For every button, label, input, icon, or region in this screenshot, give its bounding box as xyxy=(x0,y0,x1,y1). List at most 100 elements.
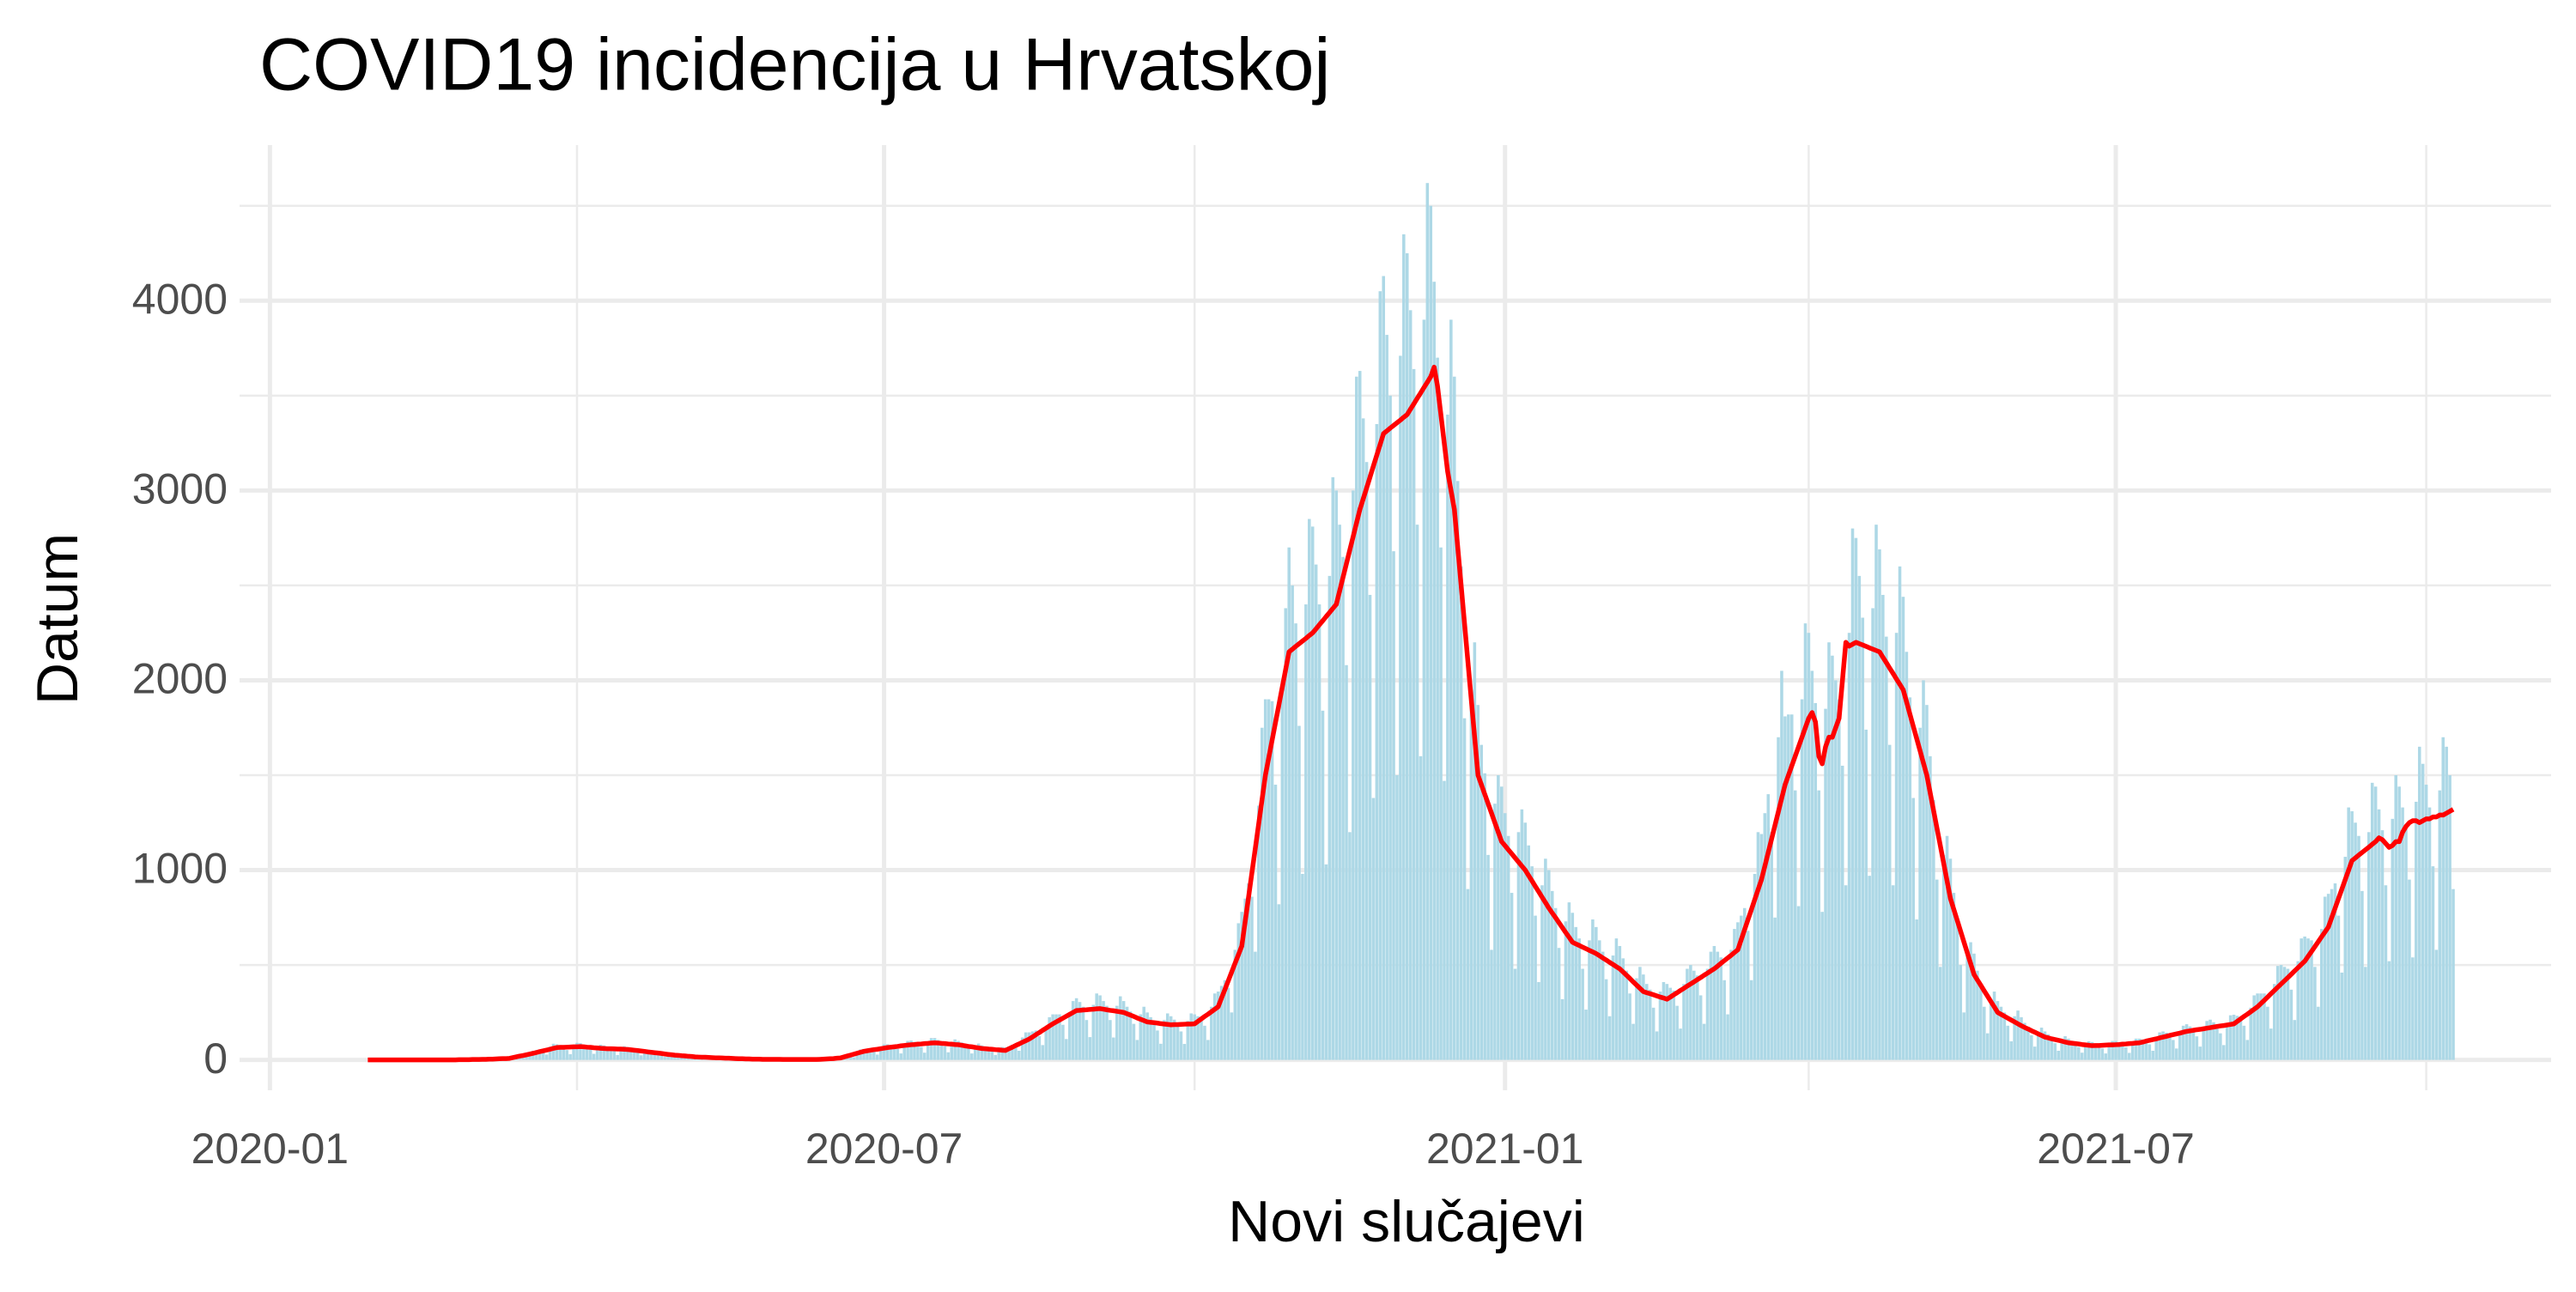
bar xyxy=(2300,938,2303,1059)
bar xyxy=(2364,967,2367,1059)
bar xyxy=(1713,946,1716,1060)
bar xyxy=(1719,957,1722,1059)
bar xyxy=(1885,637,1888,1060)
bar xyxy=(1446,415,1449,1060)
bar xyxy=(1142,1007,1145,1060)
bar xyxy=(1777,737,1780,1060)
bar xyxy=(1089,1037,1092,1060)
bar xyxy=(1841,766,1844,1060)
bar xyxy=(2199,1046,2202,1059)
bar xyxy=(1453,377,1456,1060)
bar xyxy=(1236,923,1240,1059)
bars xyxy=(454,183,2455,1059)
bar xyxy=(1227,988,1230,1060)
bar xyxy=(1098,995,1102,1059)
bar xyxy=(2287,969,2290,1060)
bar xyxy=(2341,973,2344,1060)
x-tick-label: 2020-01 xyxy=(191,1125,349,1173)
bar xyxy=(1662,982,1666,1060)
bar xyxy=(1419,756,1423,1060)
bar xyxy=(1413,369,1416,1060)
bar xyxy=(1601,952,1605,1060)
bar xyxy=(565,1050,568,1059)
bar xyxy=(1757,832,1760,1059)
x-axis-label: Novi slučajevi xyxy=(1228,1189,1585,1254)
bar xyxy=(2432,866,2435,1060)
bar xyxy=(2293,1020,2297,1059)
bar xyxy=(2196,1036,2199,1059)
bar xyxy=(2381,830,2385,1060)
bar xyxy=(1189,1013,1193,1059)
bar xyxy=(2252,995,2256,1059)
bar xyxy=(1625,971,1628,1060)
bar xyxy=(2313,967,2317,1059)
bar xyxy=(1038,1036,1042,1060)
bar xyxy=(2394,775,2397,1060)
bar xyxy=(1426,183,1430,1059)
bar xyxy=(1362,418,1365,1059)
bar xyxy=(1460,567,1463,1060)
bar xyxy=(1206,1040,1210,1059)
bar xyxy=(1524,822,1528,1059)
bar xyxy=(1119,997,1122,1060)
bar xyxy=(1605,980,1608,1060)
bar xyxy=(2324,896,2327,1059)
bar xyxy=(1540,885,1544,1059)
bar xyxy=(1656,1031,1659,1059)
bar xyxy=(1807,633,1811,1059)
bar xyxy=(1935,880,1939,1060)
y-axis-label: Datum xyxy=(25,533,90,705)
bar xyxy=(1635,979,1638,1060)
bar xyxy=(1176,1022,1180,1059)
bar xyxy=(1345,665,1348,1060)
bar xyxy=(876,1054,879,1059)
bar xyxy=(2219,1034,2222,1060)
bar xyxy=(1470,690,1473,1060)
bar xyxy=(1571,913,1575,1059)
bar xyxy=(2411,957,2415,1059)
bar xyxy=(1831,656,1834,1060)
bar xyxy=(1042,1045,1045,1059)
bar xyxy=(1024,1033,1028,1060)
bar xyxy=(1649,990,1652,1060)
bar xyxy=(1018,1051,1021,1060)
bar xyxy=(1534,916,1537,1060)
bar xyxy=(2246,1040,2250,1059)
bar xyxy=(1423,319,1426,1059)
bar xyxy=(1888,745,1892,1060)
bar xyxy=(1325,864,1328,1060)
bar xyxy=(2276,966,2280,1059)
bar xyxy=(2030,1035,2033,1060)
bar xyxy=(1722,980,1726,1060)
bar xyxy=(1608,1016,1612,1060)
bar xyxy=(2415,802,2418,1060)
bar xyxy=(1628,993,1631,1059)
bar xyxy=(1406,253,1409,1060)
bar xyxy=(1328,576,1332,1060)
bar xyxy=(2296,961,2300,1060)
bar xyxy=(1112,1038,1115,1060)
bar xyxy=(1341,557,1345,1060)
bar xyxy=(1510,893,1514,1060)
bar xyxy=(1379,291,1382,1059)
bar xyxy=(1129,1011,1133,1059)
bar xyxy=(1864,730,1868,1060)
bar xyxy=(1747,931,1750,1059)
bar xyxy=(592,1054,596,1060)
x-tick-label: 2021-01 xyxy=(1426,1125,1584,1173)
bar xyxy=(1200,1017,1203,1060)
bar xyxy=(1304,604,1308,1060)
bar xyxy=(2418,747,2421,1060)
bar xyxy=(1287,548,1291,1060)
bar xyxy=(1230,1012,1234,1059)
bar xyxy=(1294,623,1297,1059)
bar xyxy=(1878,549,1881,1060)
bar xyxy=(2226,1023,2229,1060)
bar xyxy=(1584,1010,1588,1060)
bar xyxy=(1689,965,1692,1060)
bar xyxy=(1631,1024,1635,1060)
bar xyxy=(1376,424,1379,1060)
bar xyxy=(1844,885,1848,1059)
bar xyxy=(640,1055,643,1059)
bar xyxy=(1507,836,1510,1060)
